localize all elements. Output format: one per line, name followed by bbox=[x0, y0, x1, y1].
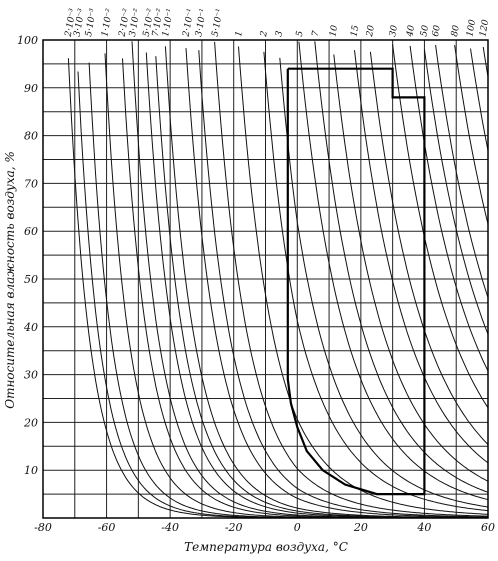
isoline-label: 20 bbox=[365, 24, 377, 38]
isoline-label: 3 bbox=[274, 30, 285, 38]
isoline-label: 1·10⁻¹ bbox=[161, 8, 176, 38]
plot-border bbox=[42, 39, 489, 519]
y-tick-label: 10 bbox=[24, 464, 38, 477]
x-tick-label: -80 bbox=[34, 521, 52, 534]
x-tick-label: -40 bbox=[161, 521, 179, 534]
isoline-label: 3·10⁻² bbox=[128, 7, 143, 37]
isoline bbox=[238, 46, 489, 515]
isoline-label: 5 bbox=[295, 30, 306, 38]
isoline bbox=[354, 50, 489, 464]
isoline bbox=[435, 45, 489, 298]
x-tick-labels: -80 -60 -40 -20 0 20 40 60 bbox=[34, 521, 495, 534]
isoline-label: 30 bbox=[388, 24, 400, 37]
grid bbox=[42, 39, 489, 519]
isoline-label: 7·10⁻² bbox=[151, 7, 166, 37]
x-tick-label: 0 bbox=[294, 521, 301, 534]
x-tick-label: -60 bbox=[98, 521, 116, 534]
y-tick-label: 50 bbox=[24, 273, 38, 286]
isoline-label: 40 bbox=[405, 24, 417, 38]
isoline bbox=[409, 45, 489, 372]
isoline bbox=[333, 54, 489, 482]
isoline bbox=[392, 44, 489, 408]
isoline-label: 100 bbox=[465, 19, 478, 38]
plot-frame bbox=[42, 39, 489, 519]
isoline-label: 10 bbox=[328, 24, 340, 37]
isoline bbox=[164, 46, 488, 519]
isoline bbox=[198, 50, 488, 518]
y-tick-label: 20 bbox=[23, 416, 38, 429]
isoline-label: 5·10⁻² bbox=[142, 7, 157, 37]
isoline bbox=[155, 56, 488, 519]
isoline-label: 15 bbox=[350, 24, 362, 37]
isoline bbox=[263, 51, 489, 512]
y-tick-label: 80 bbox=[24, 130, 38, 143]
isoline-label: 3·10⁻¹ bbox=[194, 8, 209, 38]
isoline-label: 1·10⁻² bbox=[100, 7, 115, 37]
isoline bbox=[470, 48, 489, 151]
isoline bbox=[214, 41, 489, 517]
isoline-label: 5·10⁻¹ bbox=[211, 8, 226, 38]
operating-region bbox=[286, 67, 426, 496]
isoline bbox=[482, 46, 489, 77]
isoline-label: 5·10⁻³ bbox=[84, 7, 99, 37]
isoline bbox=[77, 71, 488, 519]
x-axis-label: Температура воздуха, °С bbox=[184, 540, 348, 554]
isoline-label: 60 bbox=[431, 24, 443, 37]
isoline bbox=[298, 41, 489, 501]
y-tick-labels: 10 20 30 40 50 60 70 80 90 100 bbox=[17, 34, 38, 477]
x-tick-label: -20 bbox=[225, 521, 243, 534]
x-tick-label: 60 bbox=[481, 521, 495, 534]
region-boundary bbox=[286, 67, 426, 496]
isoline-label: 3·10⁻³ bbox=[73, 7, 88, 37]
isoline-label: 7 bbox=[311, 30, 322, 38]
isoline bbox=[423, 49, 489, 335]
y-tick-label: 90 bbox=[24, 82, 38, 95]
y-tick-label: 40 bbox=[23, 321, 38, 334]
isoline bbox=[314, 41, 489, 493]
isoline-labels: 2·10⁻³3·10⁻³5·10⁻³ 1·10⁻² 2·10⁻²3·10⁻²5·10… bbox=[64, 7, 492, 38]
isoline bbox=[185, 48, 489, 518]
y-tick-label: 30 bbox=[24, 369, 38, 382]
isoline bbox=[279, 57, 489, 508]
isoline-label: 120 bbox=[478, 19, 491, 38]
y-tick-label: 60 bbox=[24, 225, 38, 238]
isoline-label: 80 bbox=[450, 24, 462, 37]
isoline-label: 50 bbox=[419, 24, 431, 37]
y-tick-label: 70 bbox=[24, 177, 38, 190]
x-tick-label: 20 bbox=[353, 521, 368, 534]
isoline bbox=[369, 51, 489, 445]
isoline-label: 1 bbox=[234, 30, 245, 37]
y-axis-label: Относительная влажность воздуха, % bbox=[3, 151, 17, 409]
y-tick-label: 100 bbox=[17, 34, 38, 47]
isoline bbox=[104, 53, 488, 519]
x-tick-label: 40 bbox=[416, 521, 431, 534]
isoline bbox=[454, 45, 489, 225]
isoline-label: 2 bbox=[259, 30, 270, 39]
